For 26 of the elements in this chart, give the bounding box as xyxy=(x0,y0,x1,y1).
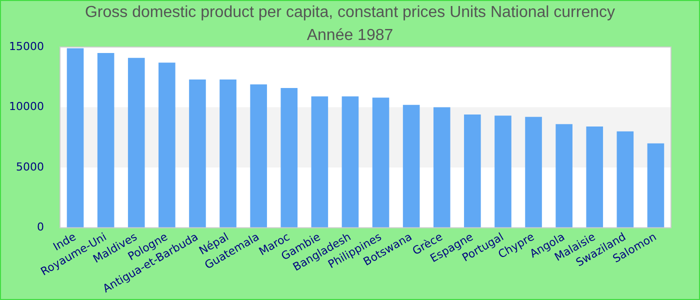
bar xyxy=(158,62,176,228)
bar xyxy=(220,80,236,228)
bar xyxy=(342,96,359,228)
bar xyxy=(402,104,420,228)
bar xyxy=(66,48,84,228)
bar xyxy=(647,143,664,228)
bar xyxy=(494,116,512,228)
y-tick-label: 0 xyxy=(36,220,44,234)
bar xyxy=(464,114,481,228)
bar xyxy=(280,88,298,228)
y-tick-label: 15000 xyxy=(8,40,44,53)
bar xyxy=(525,116,542,228)
chart-title: Gross domestic product per capita, constant prices Units National currency xyxy=(84,4,616,22)
bar xyxy=(433,107,450,228)
bar xyxy=(586,126,604,228)
bar xyxy=(189,80,206,228)
bar xyxy=(97,53,114,228)
bar xyxy=(250,84,267,228)
bar xyxy=(372,98,390,228)
bar xyxy=(128,58,145,228)
bar xyxy=(616,131,634,228)
bar xyxy=(311,96,328,228)
bar xyxy=(556,124,572,228)
chart-subtitle: Année 1987 xyxy=(306,27,394,44)
y-tick-label: 5000 xyxy=(16,160,44,174)
y-tick-label: 10000 xyxy=(8,100,44,114)
